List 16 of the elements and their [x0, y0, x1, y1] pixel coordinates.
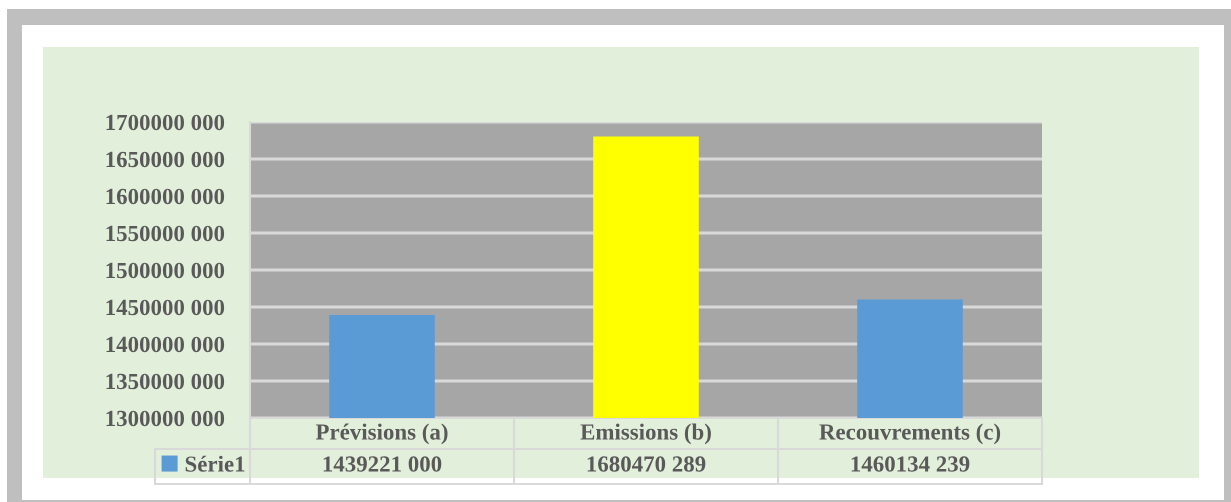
x-tick-label: Recouvrements (c) — [819, 423, 1001, 445]
y-tick-label: 1300000 000 — [106, 410, 225, 427]
y-tick-label: 1350000 000 — [106, 373, 225, 390]
y-tick-label: 1400000 000 — [106, 336, 225, 353]
x-tick-label: Prévisions (a) — [315, 423, 448, 445]
y-tick-label: 1600000 000 — [106, 188, 225, 205]
y-tick-label: 1450000 000 — [106, 299, 225, 316]
x-tick-label: Emissions (b) — [580, 423, 711, 445]
y-tick-label: 1650000 000 — [106, 151, 225, 168]
data-label: 1460134 239 — [851, 456, 970, 472]
y-tick-label: 1700000 000 — [106, 114, 225, 131]
y-tick-label: 1500000 000 — [106, 262, 225, 279]
legend-label: Série1 — [185, 455, 245, 472]
data-label: 1439221 000 — [323, 456, 442, 472]
y-tick-label: 1550000 000 — [106, 225, 225, 242]
data-label: 1680470 289 — [587, 456, 706, 472]
